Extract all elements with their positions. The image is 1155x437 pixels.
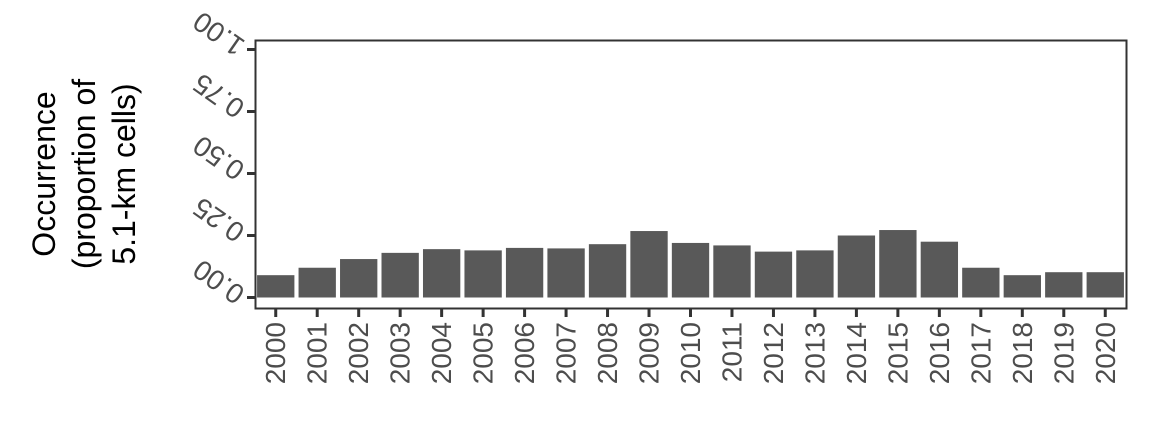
y-axis-title-line: Occurrence — [26, 91, 62, 256]
x-tick-label: 2006 — [509, 322, 540, 384]
x-tick-label: 2012 — [758, 322, 789, 384]
bar-2003 — [381, 252, 419, 298]
x-tick-label: 2020 — [1090, 322, 1121, 384]
y-tick-label: 0.75 — [187, 68, 249, 125]
bar-2013 — [796, 250, 834, 298]
y-tick-label: 0.50 — [187, 130, 249, 187]
y-axis: 0.000.250.500.751.00 — [187, 6, 255, 311]
bar-2005 — [464, 250, 502, 298]
bar-2006 — [505, 247, 544, 298]
bar-2000 — [257, 275, 295, 298]
x-axis: 2000 2001 2002 2003 2004 2005 2006 2007 2008 2009… — [260, 308, 1121, 384]
x-tick-label: 2014 — [841, 322, 872, 384]
x-tick-label: 2000 — [260, 322, 291, 384]
bar-2011 — [713, 245, 751, 298]
bar-2007 — [547, 248, 585, 298]
bar-2017 — [962, 267, 1000, 298]
x-tick-label: 2003 — [385, 322, 416, 384]
bar-2018 — [1003, 275, 1041, 298]
bar-2008 — [588, 244, 627, 298]
y-tick-label: 1.00 — [187, 6, 249, 63]
x-tick-label: 2016 — [924, 322, 955, 384]
bar-2010 — [671, 242, 710, 298]
x-tick-label: 2007 — [551, 322, 582, 384]
bar-2004 — [422, 249, 461, 298]
x-tick-label: 2009 — [634, 322, 665, 384]
bar-2016 — [920, 241, 959, 298]
x-tick-label: 2013 — [799, 322, 830, 384]
bar-2012 — [754, 251, 793, 298]
y-axis-title: Occurrence (proportion of 5.1-km cells) — [26, 79, 142, 269]
y-tick-label: 0.25 — [187, 192, 249, 249]
x-tick-label: 2010 — [675, 322, 706, 384]
bar-2009 — [630, 231, 668, 298]
bar-2020 — [1086, 272, 1124, 298]
x-tick-label: 2011 — [716, 322, 747, 382]
x-tick-label: 2018 — [1007, 322, 1038, 384]
x-tick-label: 2004 — [426, 322, 457, 384]
bar-2002 — [340, 259, 378, 298]
x-tick-label: 2002 — [343, 322, 374, 384]
x-tick-label: 2015 — [882, 322, 913, 384]
y-tick-label: 0.00 — [187, 254, 249, 311]
x-tick-label: 2008 — [592, 322, 623, 384]
bar-2014 — [837, 235, 876, 298]
x-tick-label: 2005 — [468, 322, 499, 384]
y-axis-title-line: 5.1-km cells) — [106, 83, 142, 264]
bar-2019 — [1045, 272, 1083, 298]
x-tick-label: 2019 — [1048, 322, 1079, 384]
y-axis-title-line: (proportion of — [66, 79, 102, 269]
x-tick-label: 2001 — [302, 322, 333, 384]
bar-2001 — [298, 267, 336, 298]
bar-2015 — [879, 230, 917, 298]
x-tick-label: 2017 — [965, 322, 996, 384]
bars — [257, 230, 1124, 298]
